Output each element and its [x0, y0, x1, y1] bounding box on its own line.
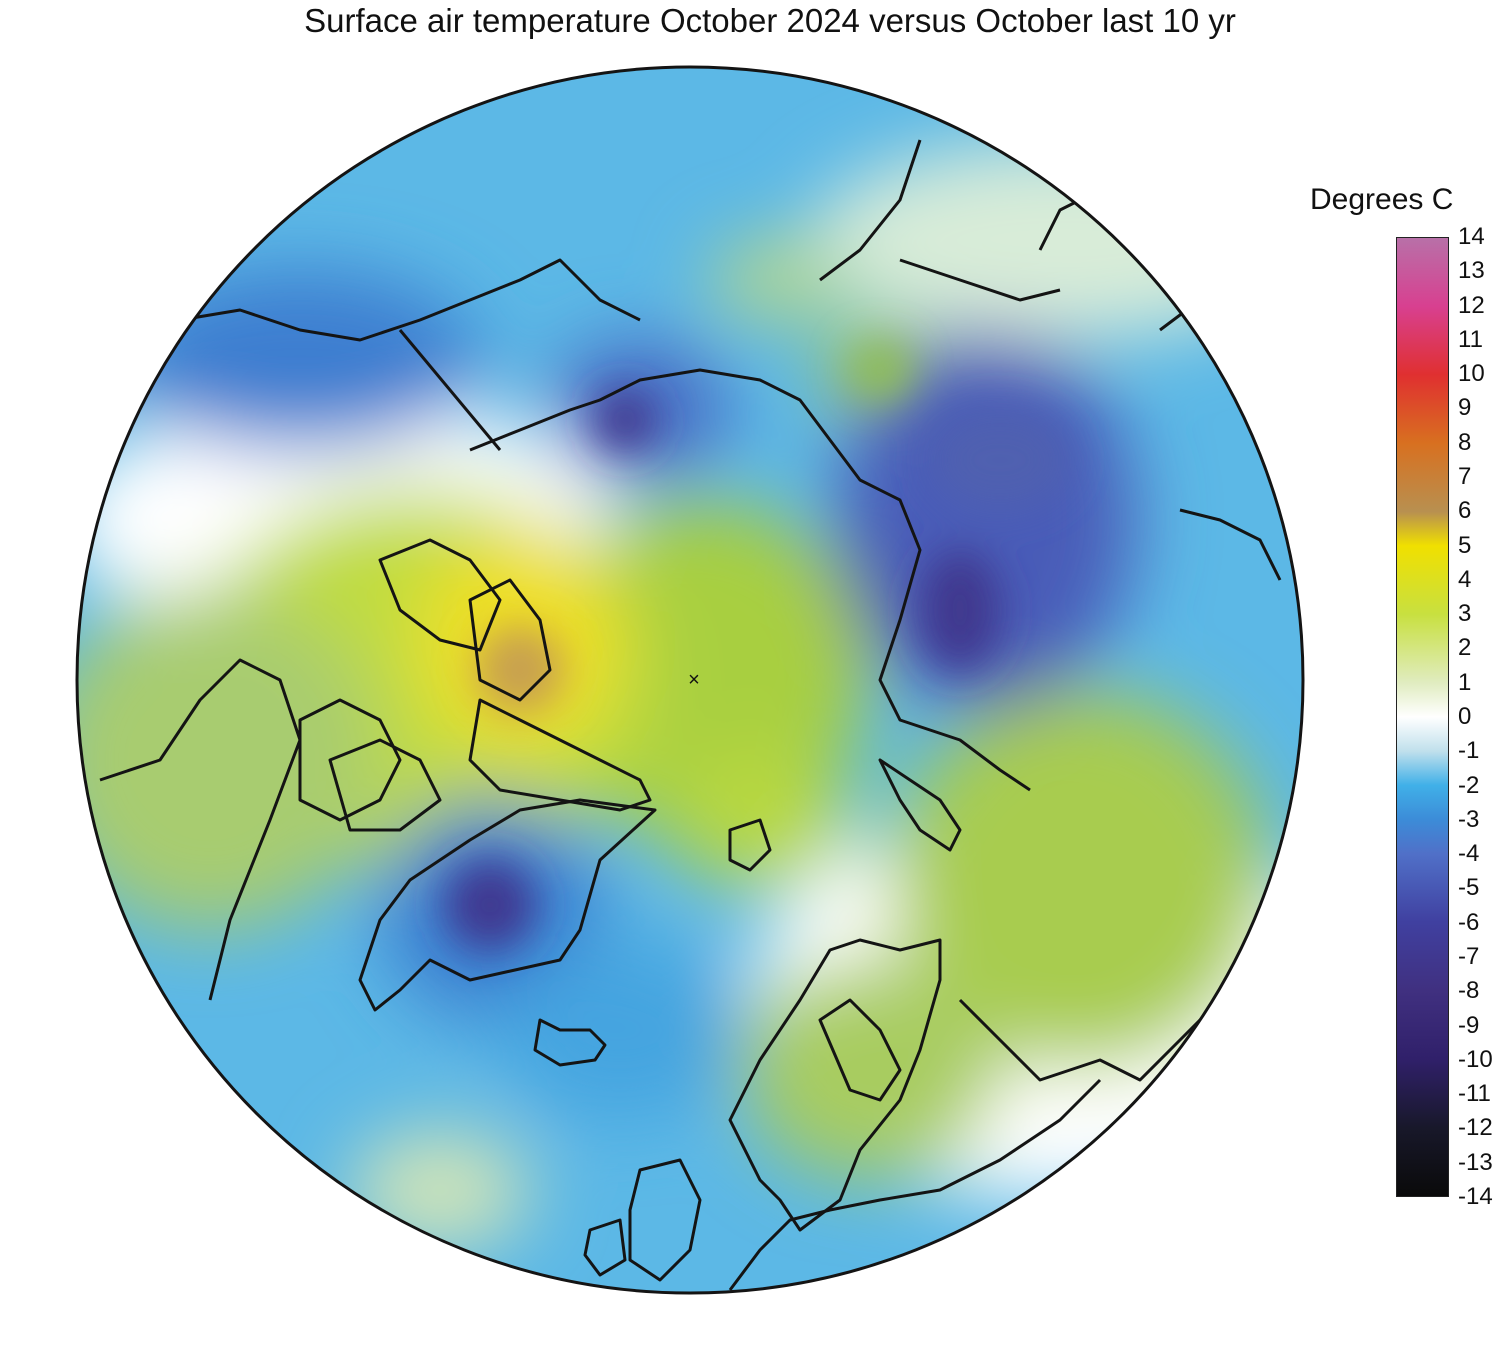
colorbar-tick-label: 8	[1458, 428, 1472, 456]
colorbar-tick-label: 5	[1458, 531, 1472, 559]
anomaly-field	[77, 67, 1303, 1293]
colorbar-tick-label: -8	[1458, 977, 1480, 1005]
colorbar-tick-label: -10	[1458, 1045, 1493, 1073]
colorbar-tick-label: -1	[1458, 737, 1480, 765]
colorbar-tick-label: 10	[1458, 360, 1485, 388]
colorbar-tick-label: 2	[1458, 634, 1472, 662]
colorbar-tick-label: 6	[1458, 497, 1472, 525]
colorbar-tick-label: 7	[1458, 463, 1472, 490]
colorbar-tick-label: -2	[1458, 771, 1480, 799]
map-title: Surface air temperature October 2024 ver…	[304, 2, 1236, 39]
colorbar-tick-label: -3	[1458, 805, 1480, 833]
colorbar-tick-label: -13	[1458, 1148, 1493, 1176]
colorbar	[1396, 237, 1449, 1197]
colorbar-tick-label: -7	[1458, 943, 1480, 970]
colorbar-tick-label: 0	[1458, 703, 1472, 730]
colorbar-tick-label: 9	[1458, 394, 1472, 422]
colorbar-tick-label: -5	[1458, 874, 1480, 902]
colorbar-tick-label: -6	[1458, 908, 1480, 936]
colorbar-tick-label: 3	[1458, 600, 1472, 628]
colorbar-ticks: 14 13 12 11 10 9 8 7 6 5 4 3 2 1 0 -1 -2 -3 -4 -5 -6 -7 -8 -9 -1…	[1458, 225, 1500, 1209]
colorbar-tick-label: 1	[1458, 668, 1472, 696]
colorbar-tick-label: 11	[1458, 325, 1483, 353]
colorbar-tick-label: -11	[1458, 1080, 1491, 1108]
colorbar-tick-label: 4	[1458, 565, 1472, 593]
colorbar-tick-label: 14	[1458, 223, 1485, 250]
globe-outline	[75, 65, 1305, 1295]
colorbar-tick-label: 12	[1458, 291, 1485, 319]
colorbar-tick-label: -14	[1458, 1183, 1493, 1210]
colorbar-tick-label: -12	[1458, 1114, 1493, 1142]
north-pole-marker: ×	[688, 669, 700, 691]
colorbar-title: Degrees C	[1310, 183, 1454, 216]
colorbar-tick-label: -9	[1458, 1011, 1480, 1039]
colorbar-tick-label: -4	[1458, 840, 1480, 868]
colorbar-tick-label: 13	[1458, 257, 1485, 285]
